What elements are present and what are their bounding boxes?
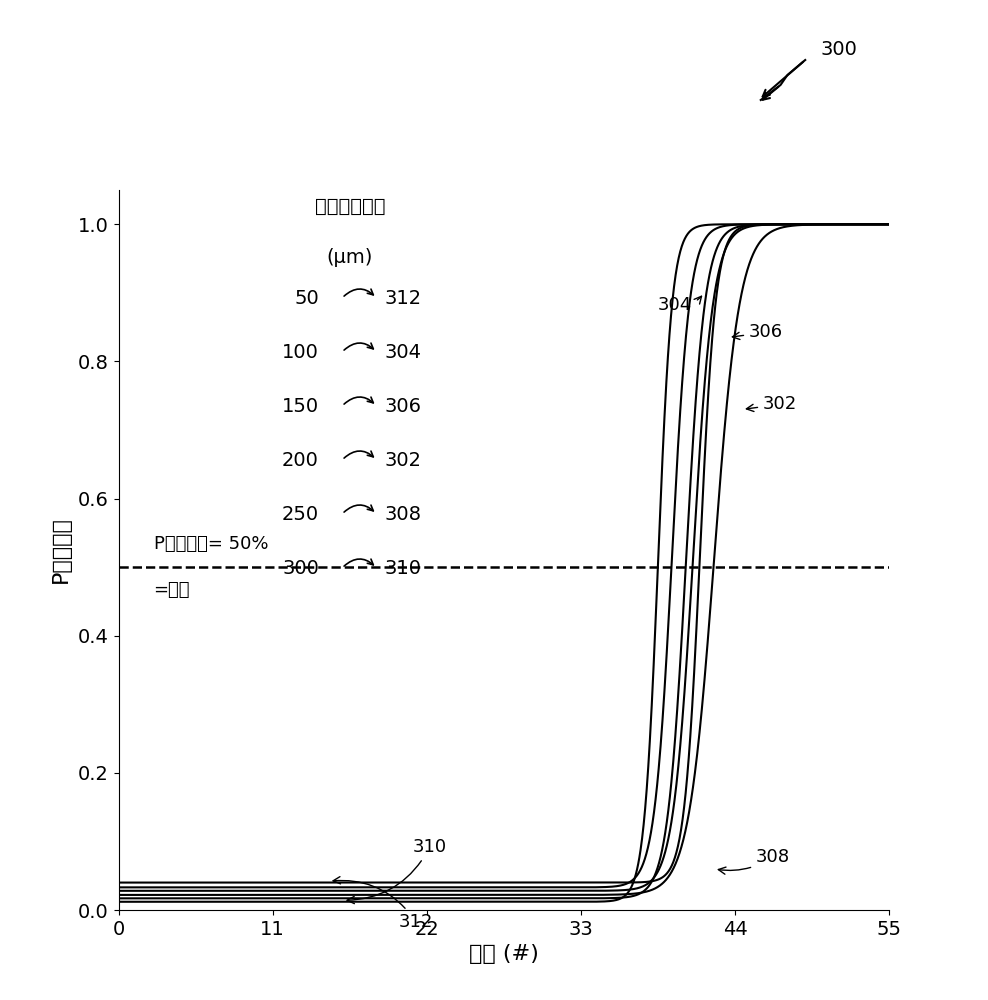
Text: 300: 300 — [820, 40, 857, 59]
Text: 304: 304 — [658, 296, 701, 314]
X-axis label: 突触 (#): 突触 (#) — [469, 944, 538, 964]
Text: 306: 306 — [384, 397, 422, 416]
Text: 304: 304 — [384, 343, 422, 362]
Y-axis label: P（尖峰）: P（尖峰） — [51, 517, 71, 583]
Text: (μm): (μm) — [327, 248, 372, 267]
Text: 310: 310 — [347, 838, 447, 904]
Text: P（尖峰）= 50%: P（尖峰）= 50% — [153, 535, 268, 553]
Text: 308: 308 — [718, 848, 790, 874]
Text: =阈値: =阈値 — [153, 581, 190, 599]
Text: 200: 200 — [282, 450, 319, 470]
Text: 308: 308 — [384, 505, 422, 524]
Text: 302: 302 — [384, 450, 422, 470]
Text: 150: 150 — [282, 397, 319, 416]
Text: 310: 310 — [384, 558, 422, 578]
Text: 与胞体的距离: 与胞体的距离 — [314, 197, 385, 216]
Text: 250: 250 — [282, 505, 319, 524]
Text: 302: 302 — [746, 395, 797, 413]
Text: 50: 50 — [294, 289, 319, 308]
Text: 312: 312 — [384, 289, 422, 308]
Text: 306: 306 — [732, 323, 783, 341]
Text: 312: 312 — [333, 877, 433, 931]
Text: 100: 100 — [282, 343, 319, 362]
Text: 300: 300 — [282, 558, 319, 578]
